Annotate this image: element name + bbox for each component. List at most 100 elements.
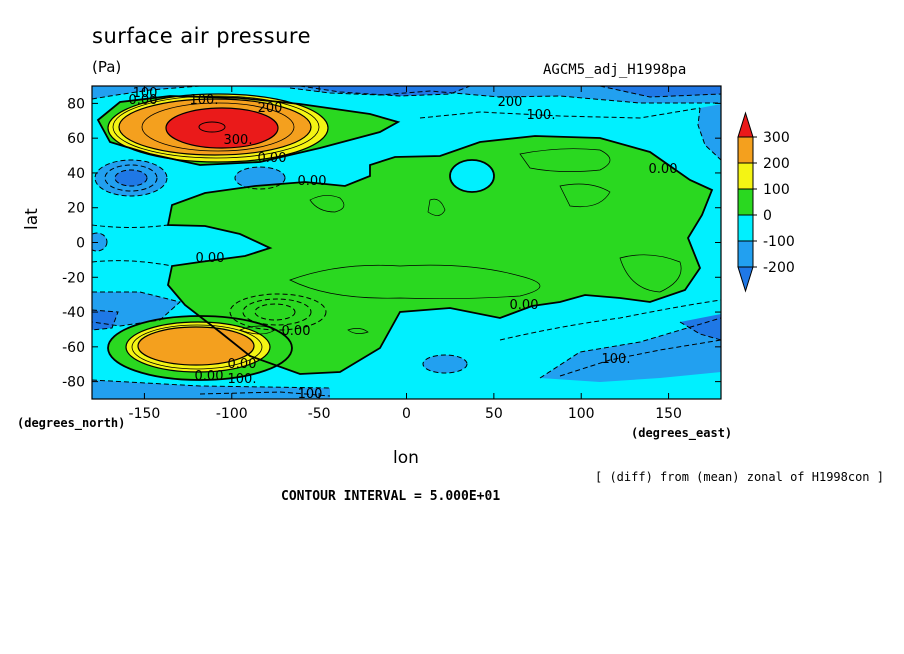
contour-north-200 — [118, 98, 312, 156]
x-ticks: -150 -100 -50 0 50 100 150 — [129, 86, 682, 422]
x-tick-label: 50 — [485, 406, 503, 422]
colorbar-segment — [737, 162, 754, 190]
contour-north-100 — [107, 93, 329, 163]
contour-north-350 — [198, 121, 226, 133]
region-small-low — [235, 167, 285, 189]
colorbar-segment — [737, 214, 754, 242]
region-se-low-deep — [680, 314, 721, 340]
contour-neg-atl — [94, 159, 168, 197]
contour-neg-n5 — [419, 107, 701, 119]
contour-interior-5 — [289, 264, 541, 300]
contour-neg-south — [229, 293, 327, 331]
y-tick-label: 20 — [67, 201, 85, 217]
y-tick-label: 80 — [67, 96, 85, 112]
y-axis-units: (degrees_north) — [17, 416, 126, 430]
x-tick-label: 100 — [568, 406, 595, 422]
y-tick-label: -80 — [62, 375, 85, 391]
contour-south-200 — [137, 326, 255, 366]
contour-neg-n4 — [599, 86, 721, 98]
contour-neg-atl-2 — [104, 164, 158, 192]
contour-neg-south-2 — [242, 298, 312, 326]
region-small-south-low — [423, 355, 467, 373]
contour-interior-3 — [519, 148, 611, 172]
contour-north-250 — [141, 102, 295, 152]
region-ne-low — [698, 104, 721, 160]
region-antarctic-low — [92, 380, 330, 399]
contour-label: 200 — [258, 101, 283, 116]
y-tick-label: 0 — [76, 236, 85, 252]
contour-label: 0.00 — [298, 174, 327, 189]
contour-neg-edge — [92, 232, 108, 252]
contour-neg-ne — [697, 107, 721, 161]
colorbar-label: -200 — [763, 260, 795, 276]
contour-label: 0.00 — [282, 324, 311, 339]
colorbar-segment — [737, 240, 754, 268]
region-atl-low-deep — [115, 170, 147, 186]
contour-neg-n3 — [299, 86, 471, 97]
contour-label: 100 — [133, 86, 158, 101]
x-tick-label: 0 — [402, 406, 411, 422]
x-axis-units: (degrees_east) — [631, 426, 733, 440]
x-tick-label: 150 — [655, 406, 682, 422]
contour-south-zero — [107, 315, 293, 381]
run-label: AGCM5_adj_H1998pa — [543, 62, 687, 78]
difference-note: [ (diff) from (mean) zonal of H1998con ] — [595, 470, 884, 484]
contour-south-100 — [125, 321, 271, 373]
contour-label: 100. — [190, 93, 219, 108]
y-tick-label: 60 — [67, 131, 85, 147]
contour-neg-n1 — [92, 86, 201, 100]
colorbar-label: 0 — [763, 208, 772, 224]
contour-mid-low — [449, 159, 495, 193]
contour-label: 300. — [224, 133, 253, 148]
region-north-high-red — [166, 108, 278, 148]
colorbar-label: -100 — [763, 234, 795, 250]
contour-neg-n2 — [289, 87, 721, 104]
contour-neg-se2 — [559, 339, 721, 377]
contour-label: 0.00 — [649, 162, 678, 177]
colorbar-segment — [737, 136, 754, 164]
contour-neg-s1 — [92, 291, 182, 327]
region-north-low-east — [600, 86, 721, 97]
region-edge-low — [92, 233, 107, 251]
contour-neg-small-south — [422, 354, 468, 374]
contour-interior-6 — [619, 254, 682, 293]
contour-neg-south-3 — [254, 303, 296, 321]
chart-units: (Pa) — [92, 58, 122, 76]
contour-label: 0.00 — [196, 251, 225, 266]
contour-interval: CONTOUR INTERVAL = 5.000E+01 — [281, 489, 501, 504]
contour-label: 100 — [298, 387, 323, 402]
contour-neg-se4 — [499, 299, 721, 341]
colorbar-label: 200 — [763, 156, 790, 172]
x-tick-label: -150 — [129, 406, 161, 422]
contour-interior-4 — [559, 183, 611, 208]
x-tick-label: -100 — [216, 406, 248, 422]
colorbar: 300 200 100 0 -100 -200 — [737, 111, 795, 293]
contour-label: 100. — [527, 108, 556, 123]
y-tick-label: -20 — [62, 270, 85, 286]
contour-neg-w2 — [92, 260, 173, 267]
contour-neg-antarctic-2 — [199, 391, 331, 397]
region-green-main — [168, 136, 712, 374]
contour-label: 100. — [228, 372, 257, 387]
contour-north-150 — [112, 95, 320, 159]
contour-label: 0.00 — [129, 93, 158, 108]
negative-contour-lines — [92, 86, 721, 397]
contour-south-150 — [131, 324, 263, 370]
contour-interior-8 — [347, 328, 369, 334]
contour-label: 200 — [498, 95, 523, 110]
y-tick-label: -60 — [62, 340, 85, 356]
region-south-sw-deep — [92, 310, 118, 330]
region-mid-low — [450, 160, 494, 192]
contour-label: 0.00 — [510, 298, 539, 313]
y-tick-label: 40 — [67, 166, 85, 182]
contour-lines — [96, 93, 714, 381]
contour-neg-antarctic — [92, 379, 331, 389]
contour-neg-small — [234, 166, 286, 190]
region-north-low-deep — [300, 86, 470, 96]
contour-zero-main — [166, 135, 714, 375]
contour-label: 0.00 — [195, 369, 224, 384]
contour-interior-2 — [427, 198, 446, 216]
contour-interior-1 — [309, 195, 345, 213]
